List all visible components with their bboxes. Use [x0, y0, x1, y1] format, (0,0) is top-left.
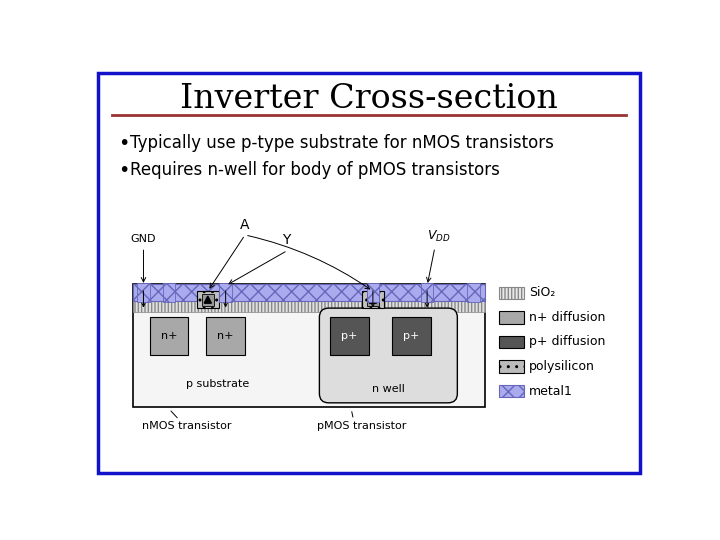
Bar	[150, 316, 189, 355]
Bar	[206, 316, 245, 355]
Polygon shape	[204, 296, 212, 303]
Bar	[330, 316, 369, 355]
Text: p substrate: p substrate	[186, 379, 250, 389]
Bar	[138, 284, 150, 302]
Bar	[499, 361, 524, 373]
Bar	[132, 284, 485, 301]
Text: Y: Y	[282, 233, 290, 247]
Text: polysilicon: polysilicon	[528, 360, 595, 373]
Bar	[467, 284, 480, 302]
Text: Requires n-well for body of pMOS transistors: Requires n-well for body of pMOS transis…	[130, 161, 500, 179]
Text: A: A	[240, 218, 250, 232]
Text: pMOS transistor: pMOS transistor	[317, 421, 406, 431]
Bar	[421, 284, 433, 302]
Bar	[362, 291, 384, 308]
Text: p+ diffusion: p+ diffusion	[528, 335, 605, 348]
Bar	[220, 284, 232, 302]
Text: metal1: metal1	[528, 385, 572, 398]
Text: •: •	[118, 161, 130, 180]
Text: p+: p+	[403, 331, 420, 341]
Text: SiO₂: SiO₂	[528, 286, 555, 299]
Text: n well: n well	[372, 384, 405, 394]
Text: n+: n+	[217, 331, 234, 341]
Bar	[202, 294, 214, 306]
Text: $V_{DD}$: $V_{DD}$	[427, 229, 451, 244]
Bar	[197, 291, 219, 308]
Bar	[132, 301, 485, 312]
Bar	[499, 336, 524, 348]
Text: Inverter Cross-section: Inverter Cross-section	[180, 83, 558, 114]
Text: Typically use p-type substrate for nMOS transistors: Typically use p-type substrate for nMOS …	[130, 134, 554, 152]
Text: p+: p+	[341, 331, 358, 341]
Bar	[499, 385, 524, 397]
Bar	[367, 294, 379, 306]
Text: n+ diffusion: n+ diffusion	[528, 311, 605, 324]
Text: n+: n+	[161, 331, 177, 341]
Bar	[366, 284, 379, 302]
Bar	[499, 311, 524, 323]
Text: GND: GND	[131, 234, 156, 244]
Bar	[163, 284, 175, 302]
Text: •: •	[118, 134, 130, 153]
Bar	[132, 284, 485, 408]
Text: nMOS transistor: nMOS transistor	[142, 421, 232, 431]
Bar	[499, 287, 524, 299]
FancyBboxPatch shape	[320, 308, 457, 403]
Polygon shape	[369, 296, 377, 303]
Bar	[392, 316, 431, 355]
